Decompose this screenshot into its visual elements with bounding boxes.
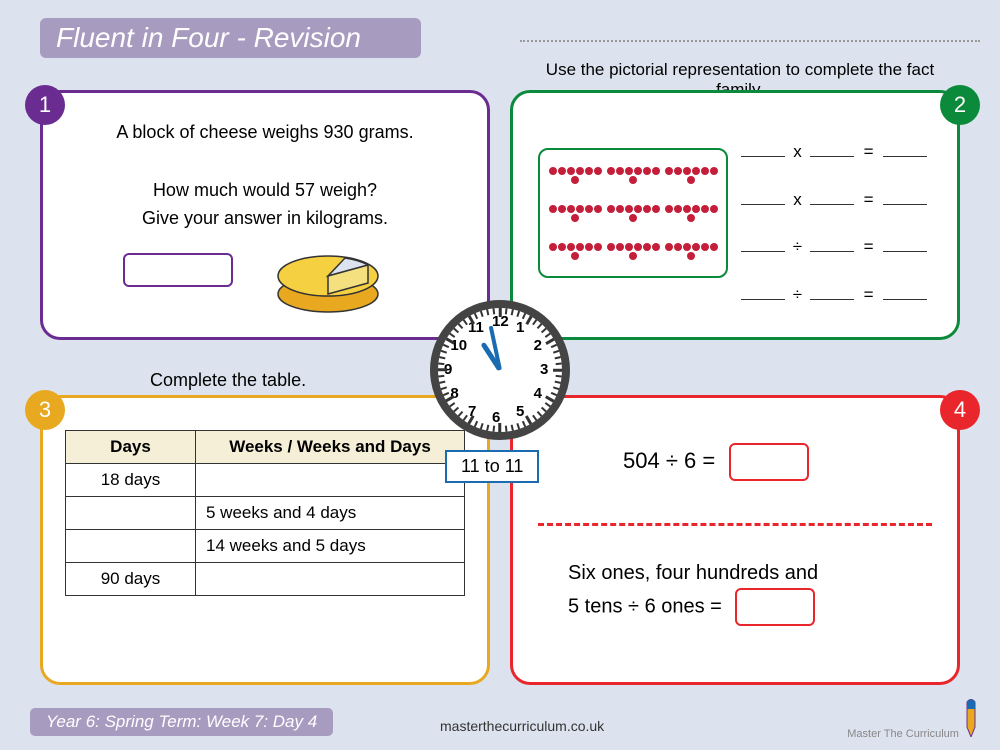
q4-answer-box-1[interactable] [729, 443, 809, 481]
clock-icon: 123456789101112 [430, 300, 570, 440]
q3-table: DaysWeeks / Weeks and Days 18 days5 week… [65, 430, 465, 596]
th-days: Days [66, 431, 196, 464]
logo: Master The Curriculum [847, 695, 980, 740]
dot-cluster [664, 158, 718, 192]
page-title: Fluent in Four - Revision [40, 18, 421, 58]
clock-number: 1 [516, 319, 524, 336]
q4-equation-bottom: Six ones, four hundreds and 5 tens ÷ 6 o… [568, 558, 818, 626]
dot-cluster [664, 196, 718, 230]
q2-array [538, 148, 728, 278]
badge-1: 1 [25, 85, 65, 125]
dot-cluster [548, 158, 602, 192]
q1-line1: A block of cheese weighs 930 grams. [73, 118, 457, 147]
q1-line2: How much would 57 weigh? [73, 176, 457, 205]
dot-cluster [664, 234, 718, 268]
table-row: 5 weeks and 4 days [66, 497, 465, 530]
fact-family-row[interactable]: x = [741, 176, 927, 224]
q4-answer-box-2[interactable] [735, 588, 815, 626]
fact-family-lines: x = x = ÷ = ÷ = [741, 128, 927, 318]
dot-cluster [548, 196, 602, 230]
table-row: 18 days [66, 464, 465, 497]
clock-number: 5 [516, 403, 524, 420]
pencil-icon [962, 697, 980, 737]
fact-family-row[interactable]: ÷ = [741, 271, 927, 319]
th-weeks: Weeks / Weeks and Days [196, 431, 465, 464]
q4-top-text: 504 ÷ 6 = [623, 448, 715, 473]
clock-time-label: 11 to 11 [445, 450, 539, 483]
q1-answer-box[interactable] [123, 253, 233, 287]
logo-text: Master The Curriculum [847, 728, 959, 740]
panel-2: x = x = ÷ = ÷ = [510, 90, 960, 340]
dot-cluster [548, 234, 602, 268]
dot-cluster [606, 158, 660, 192]
q4-bot-line1: Six ones, four hundreds and [568, 558, 818, 588]
footer-info: Year 6: Spring Term: Week 7: Day 4 [30, 708, 333, 736]
website-url: masterthecurriculum.co.uk [440, 718, 604, 734]
badge-4: 4 [940, 390, 980, 430]
dot-cluster [606, 234, 660, 268]
dot-cluster [606, 196, 660, 230]
q3-instruction: Complete the table. [150, 370, 306, 391]
badge-3: 3 [25, 390, 65, 430]
table-row: 14 weeks and 5 days [66, 530, 465, 563]
clock-number: 10 [450, 337, 467, 354]
clock-number: 3 [540, 361, 548, 378]
panel-4: 504 ÷ 6 = Six ones, four hundreds and 5 … [510, 395, 960, 685]
clock-number: 2 [534, 337, 542, 354]
badge-2: 2 [940, 85, 980, 125]
q4-divider [538, 523, 932, 526]
fact-family-row[interactable]: x = [741, 128, 927, 176]
q4-equation-top: 504 ÷ 6 = [623, 443, 809, 481]
q1-text: A block of cheese weighs 930 grams. How … [43, 93, 487, 233]
q1-line3: Give your answer in kilograms. [73, 204, 457, 233]
clock-number: 8 [450, 385, 458, 402]
q4-bot-line2: 5 tens ÷ 6 ones = [568, 595, 722, 617]
clock-number: 4 [534, 385, 542, 402]
fact-family-row[interactable]: ÷ = [741, 223, 927, 271]
cheese-icon [273, 242, 383, 317]
panel-1: A block of cheese weighs 930 grams. How … [40, 90, 490, 340]
table-row: 90 days [66, 563, 465, 596]
title-divider [520, 40, 980, 42]
